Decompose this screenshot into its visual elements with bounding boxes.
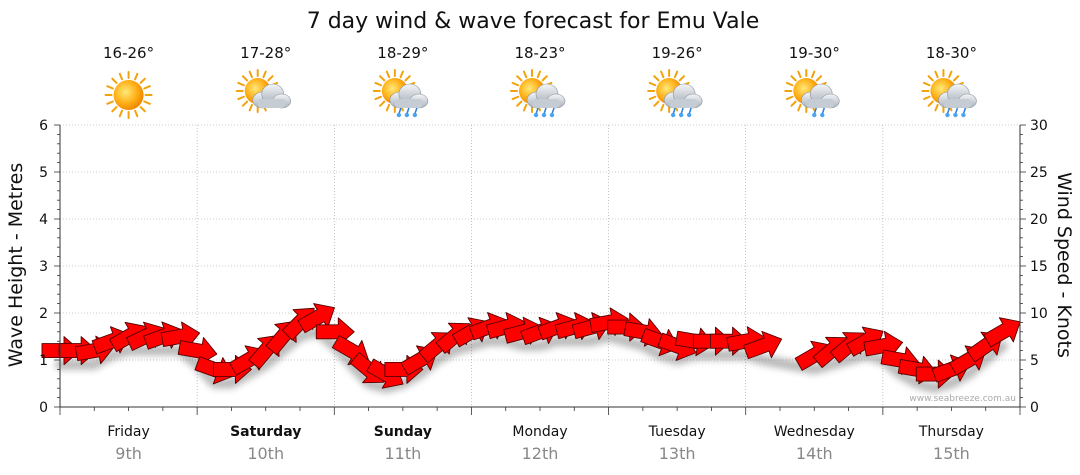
y-tick-label: 4 <box>39 212 48 228</box>
credit-text: www.seabreeze.com.au <box>909 394 1016 404</box>
wind-arrow <box>743 330 783 360</box>
temperature-range: 19-26° <box>652 44 703 62</box>
sun-disc <box>113 80 144 110</box>
showers-icon <box>647 69 703 118</box>
y2-tick-label: 0 <box>1030 400 1039 416</box>
day-date-label: 13th <box>659 444 696 463</box>
day-date-label: 9th <box>115 444 142 463</box>
y-tick-label: 1 <box>39 353 48 369</box>
day-date-label: 15th <box>933 444 970 463</box>
day-date-label: 14th <box>796 444 833 463</box>
y-tick-label: 2 <box>39 306 48 322</box>
day-name-label: Tuesday <box>648 424 706 440</box>
showers-icon <box>510 69 566 118</box>
partly-cloudy-icon <box>235 69 292 113</box>
y2-tick-label: 25 <box>1030 165 1048 181</box>
day-name-label: Monday <box>512 424 567 440</box>
y-axis-label: Wave Height - Metres <box>5 163 27 367</box>
wind-arrows <box>41 303 1021 389</box>
y2-tick-label: 5 <box>1030 353 1039 369</box>
cloud-shape <box>526 83 566 109</box>
showers-icon <box>921 69 977 118</box>
cloud-shape <box>252 83 292 109</box>
day-name-label: Thursday <box>918 424 984 440</box>
day-name-label: Saturday <box>230 424 301 440</box>
rain-drops <box>812 107 825 118</box>
temperature-range: 18-23° <box>514 44 565 62</box>
cloud-shape <box>389 83 429 109</box>
temperature-range: 18-30° <box>926 44 977 62</box>
rain-drops <box>670 107 692 118</box>
y2-tick-label: 15 <box>1030 259 1048 275</box>
wind-arrow <box>297 303 335 334</box>
light-showers-icon <box>784 69 840 118</box>
day-date-label: 10th <box>247 444 284 463</box>
rain-drops <box>396 107 418 118</box>
axes: 0 1 2 3 4 5 6 0 5 10 15 20 25 30 Friday 9th Saturday 10th… <box>39 118 1048 463</box>
y-tick-label: 3 <box>39 259 48 275</box>
day-date-label: 12th <box>522 444 559 463</box>
y2-tick-label: 20 <box>1030 212 1048 228</box>
y2-tick-label: 10 <box>1030 306 1048 322</box>
y-tick-label: 5 <box>39 165 48 181</box>
y-tick-label: 0 <box>39 400 48 416</box>
wind-shadow <box>55 326 1008 394</box>
rain-drops <box>945 107 967 118</box>
temperature-range: 16-26° <box>103 44 154 62</box>
sunny-icon <box>104 71 153 119</box>
cloud-shape <box>663 83 703 109</box>
temperature-range: 19-30° <box>789 44 840 62</box>
showers-icon <box>372 69 429 118</box>
chart-title: 7 day wind & wave forecast for Emu Vale <box>307 9 760 34</box>
wind-arrow <box>983 317 1021 348</box>
day-date-label: 11th <box>384 444 421 463</box>
y2-tick-label: 30 <box>1030 118 1048 134</box>
cloud-shape <box>800 83 840 109</box>
sun-rays <box>104 71 153 119</box>
day-name-label: Wednesday <box>774 424 855 440</box>
day-name-label: Sunday <box>374 424 432 440</box>
gridlines <box>60 124 1020 407</box>
day-name-label: Friday <box>107 424 149 440</box>
cloud-shape <box>938 83 977 109</box>
temperature-range: 18-29° <box>377 44 428 62</box>
y-tick-label: 6 <box>39 118 48 134</box>
forecast-row: 16-26° 17-28° 18-29° 18-23° 19-26° 19-30° 18-3… <box>103 44 977 119</box>
temperature-range: 17-28° <box>240 44 291 62</box>
y2-axis-label: Wind Speed - Knots <box>1053 172 1075 358</box>
rain-drops <box>533 107 555 118</box>
